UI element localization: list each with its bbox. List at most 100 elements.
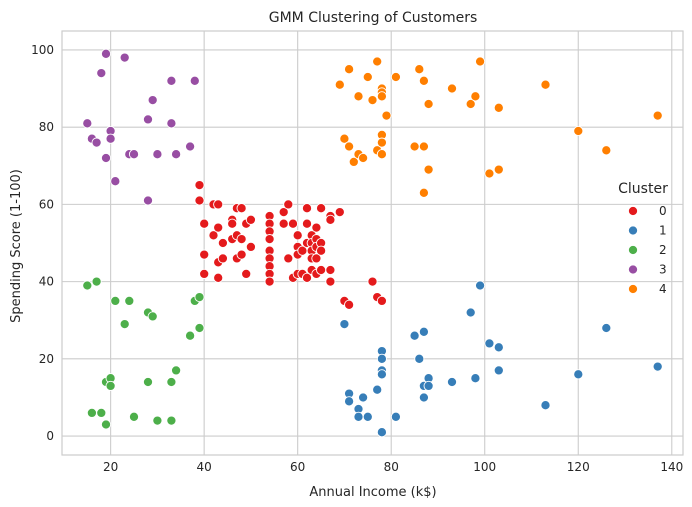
data-point-cluster-3 xyxy=(100,48,112,59)
legend-marker-4 xyxy=(627,283,639,295)
legend-marker-1 xyxy=(627,225,639,236)
data-point-cluster-2 xyxy=(82,280,93,291)
data-point-cluster-0 xyxy=(311,222,322,233)
data-point-cluster-2 xyxy=(166,415,177,426)
data-point-cluster-0 xyxy=(376,295,387,306)
data-point-cluster-3 xyxy=(110,176,121,187)
data-point-cluster-4 xyxy=(334,79,345,90)
data-point-cluster-4 xyxy=(390,71,401,83)
data-point-cluster-2 xyxy=(194,292,205,303)
data-point-cluster-1 xyxy=(484,338,495,349)
data-point-cluster-0 xyxy=(199,268,210,279)
y-tick-label: 40 xyxy=(39,275,54,289)
x-axis-label: Annual Income (k$) xyxy=(309,485,436,500)
legend-label-4: 4 xyxy=(659,282,667,296)
data-point-cluster-0 xyxy=(316,245,327,256)
data-point-cluster-1 xyxy=(493,365,504,376)
data-point-cluster-0 xyxy=(301,203,313,214)
x-tick-label: 60 xyxy=(290,460,305,474)
data-point-cluster-2 xyxy=(110,295,121,306)
y-tick-label: 0 xyxy=(46,429,54,443)
data-point-cluster-3 xyxy=(91,137,102,148)
legend-label-3: 3 xyxy=(659,263,667,277)
data-point-cluster-1 xyxy=(540,400,551,411)
data-point-cluster-0 xyxy=(264,276,275,287)
data-point-cluster-4 xyxy=(465,98,476,110)
data-point-cluster-0 xyxy=(241,268,252,279)
data-point-cluster-3 xyxy=(119,52,130,63)
legend-label-1: 1 xyxy=(659,224,667,238)
data-point-cluster-3 xyxy=(152,149,163,160)
data-point-cluster-1 xyxy=(475,280,486,291)
data-point-cluster-4 xyxy=(414,64,425,75)
data-point-cluster-0 xyxy=(217,237,228,249)
x-tick-label: 80 xyxy=(384,460,399,474)
data-point-cluster-0 xyxy=(199,249,210,260)
x-tick-labels: 20 40 60 80 100 120 140 xyxy=(103,460,683,474)
data-point-cluster-0 xyxy=(213,199,224,210)
data-point-cluster-4 xyxy=(376,137,387,148)
data-point-cluster-2 xyxy=(100,419,112,430)
legend-marker-2 xyxy=(627,244,639,256)
legend-label-2: 2 xyxy=(659,243,667,257)
x-tick-label: 100 xyxy=(473,460,496,474)
legend-label-0: 0 xyxy=(659,204,667,218)
data-point-cluster-3 xyxy=(171,149,182,160)
data-point-cluster-2 xyxy=(86,407,97,418)
data-point-cluster-0 xyxy=(245,241,256,252)
data-point-cluster-4 xyxy=(423,164,434,175)
data-point-cluster-3 xyxy=(166,118,177,129)
data-point-cluster-2 xyxy=(119,319,130,330)
data-point-cluster-4 xyxy=(418,75,429,86)
data-point-cluster-4 xyxy=(540,79,551,90)
data-point-cluster-1 xyxy=(390,411,401,422)
data-point-cluster-0 xyxy=(217,253,228,264)
data-point-cluster-0 xyxy=(344,299,355,310)
data-point-cluster-1 xyxy=(376,353,387,364)
y-tick-labels: 0 20 40 60 80 100 xyxy=(31,43,54,443)
data-point-cluster-0 xyxy=(199,218,210,229)
data-point-cluster-4 xyxy=(353,91,364,102)
data-point-cluster-1 xyxy=(573,369,584,380)
data-point-cluster-0 xyxy=(236,203,247,214)
data-point-cluster-3 xyxy=(142,114,154,125)
y-tick-label: 80 xyxy=(39,120,54,134)
data-point-cluster-1 xyxy=(362,411,373,422)
data-point-cluster-4 xyxy=(573,125,584,137)
data-point-cluster-0 xyxy=(325,276,336,287)
data-point-cluster-0 xyxy=(325,264,336,276)
data-point-cluster-2 xyxy=(147,311,158,322)
data-point-cluster-2 xyxy=(152,415,163,426)
data-point-cluster-4 xyxy=(362,71,373,83)
data-point-cluster-1 xyxy=(414,353,425,364)
data-point-cluster-0 xyxy=(194,180,205,191)
data-point-cluster-2 xyxy=(185,330,196,341)
data-point-cluster-4 xyxy=(493,164,504,175)
data-point-cluster-4 xyxy=(446,83,458,94)
x-tick-label: 20 xyxy=(103,460,118,474)
plot-border xyxy=(61,30,684,456)
x-tick-label: 120 xyxy=(567,460,590,474)
legend-marker-0 xyxy=(627,205,639,217)
data-point-cluster-1 xyxy=(446,376,458,388)
data-point-cluster-0 xyxy=(316,264,327,276)
data-point-cluster-2 xyxy=(124,295,135,306)
data-point-cluster-3 xyxy=(128,149,140,160)
data-point-cluster-0 xyxy=(283,199,294,210)
data-point-cluster-1 xyxy=(344,396,355,407)
data-point-cluster-0 xyxy=(236,249,247,260)
data-point-cluster-2 xyxy=(166,376,177,388)
data-point-cluster-1 xyxy=(465,307,476,318)
data-point-cluster-0 xyxy=(278,218,289,229)
data-point-cluster-1 xyxy=(358,392,369,403)
data-point-cluster-0 xyxy=(208,230,219,241)
data-point-cluster-3 xyxy=(147,95,158,106)
data-point-cluster-3 xyxy=(105,133,116,144)
legend-title: Cluster xyxy=(618,181,668,197)
data-point-cluster-4 xyxy=(348,156,359,167)
data-point-cluster-4 xyxy=(376,91,387,102)
data-point-cluster-0 xyxy=(278,207,289,218)
data-point-cluster-4 xyxy=(367,95,378,106)
data-point-cluster-1 xyxy=(418,392,429,403)
